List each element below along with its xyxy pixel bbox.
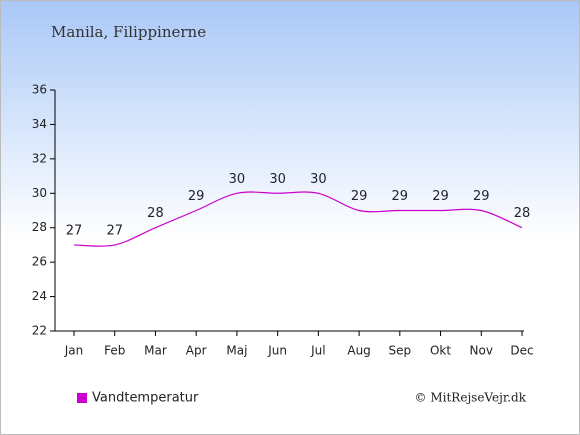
y-tick-label: 30 bbox=[32, 186, 47, 200]
data-label: 29 bbox=[351, 189, 368, 204]
data-label: 29 bbox=[392, 189, 409, 204]
chart-title: Manila, Filippinerne bbox=[51, 23, 206, 41]
data-label: 27 bbox=[106, 223, 123, 238]
x-tick-label: Sep bbox=[389, 344, 412, 358]
data-label: 29 bbox=[188, 189, 205, 204]
data-label: 29 bbox=[473, 189, 490, 204]
data-label: 29 bbox=[432, 189, 449, 204]
y-tick-label: 26 bbox=[32, 255, 47, 269]
x-tick-label: Feb bbox=[104, 344, 125, 358]
x-tick-label: Jul bbox=[310, 344, 325, 358]
y-tick-label: 24 bbox=[32, 289, 47, 303]
y-tick-label: 32 bbox=[32, 151, 47, 165]
data-label: 30 bbox=[310, 172, 327, 187]
data-label: 30 bbox=[269, 172, 286, 187]
x-tick-label: Mar bbox=[144, 344, 167, 358]
legend-label: Vandtemperatur bbox=[92, 391, 199, 406]
data-label: 28 bbox=[147, 206, 164, 221]
data-label: 28 bbox=[514, 206, 531, 221]
x-tick-label: Jan bbox=[64, 344, 84, 358]
x-tick-label: Maj bbox=[226, 344, 247, 358]
y-tick-label: 34 bbox=[32, 117, 47, 131]
credit: © MitRejseVejr.dk bbox=[415, 391, 527, 405]
x-tick-label: Nov bbox=[470, 344, 493, 358]
x-tick-label: Dec bbox=[510, 344, 533, 358]
line bbox=[73, 191, 523, 247]
legend-swatch bbox=[77, 393, 87, 403]
data-label: 30 bbox=[229, 172, 246, 187]
x-tick-label: Aug bbox=[347, 344, 370, 358]
y-tick-label: 28 bbox=[32, 220, 47, 234]
x-tick-label: Okt bbox=[430, 344, 451, 358]
y-tick-label: 22 bbox=[32, 324, 47, 338]
x-tick-label: Apr bbox=[186, 344, 207, 358]
data-label: 27 bbox=[66, 223, 83, 238]
x-tick-label: Jun bbox=[267, 344, 287, 358]
y-tick-label: 36 bbox=[32, 83, 47, 97]
